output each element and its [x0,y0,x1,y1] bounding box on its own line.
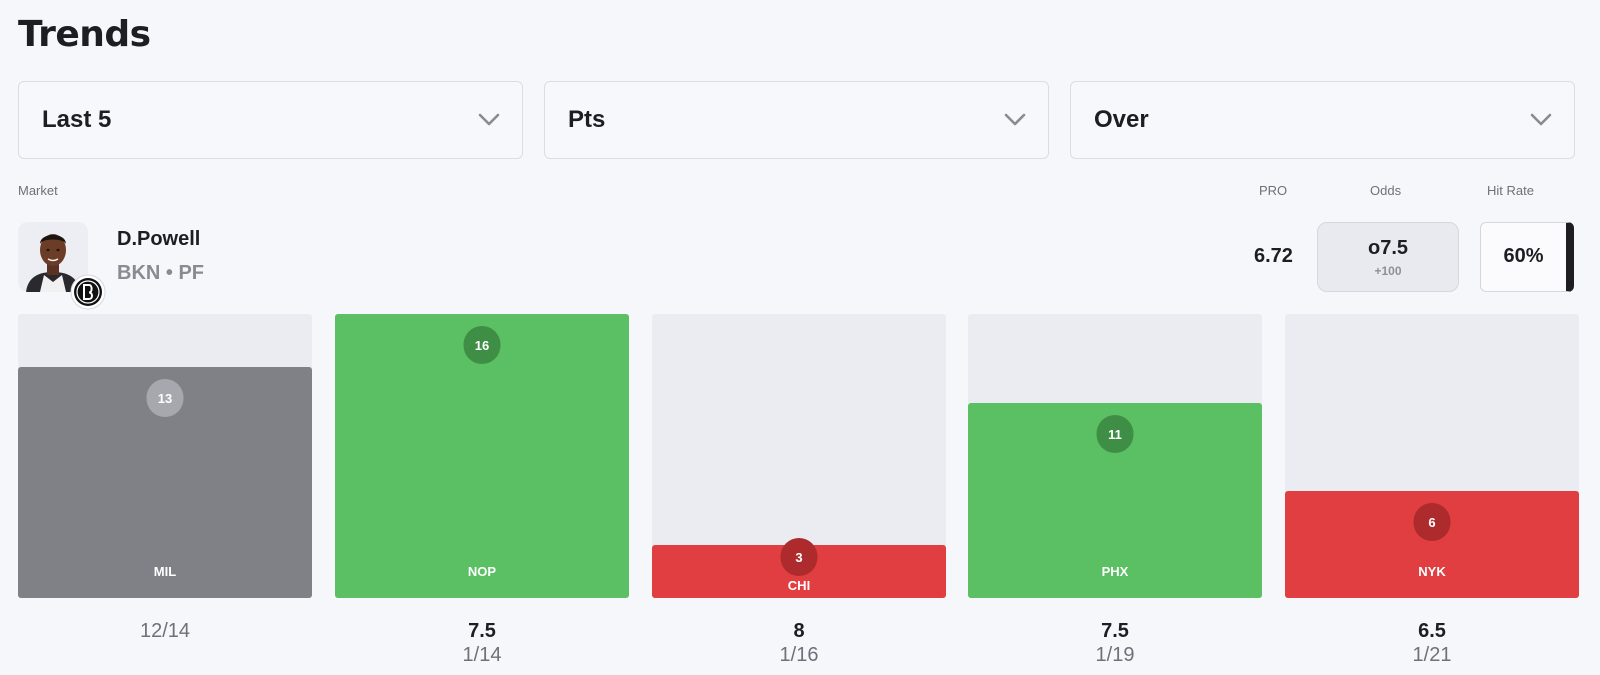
player-name[interactable]: D.Powell [117,228,201,250]
odds-price: +100 [1374,264,1402,278]
game-meta: 12/14 [18,620,312,643]
player-team-position: BKN • PF [117,262,205,284]
game-line: 7.5 [468,620,496,642]
game-bar-nyk[interactable]: 6 NYK [1285,314,1579,598]
odds-line: o7.5 [1367,237,1409,259]
stat-dropdown[interactable]: Pts [544,81,1049,159]
player-avatar [18,222,88,292]
chevron-down-icon [1004,113,1026,126]
game-line: 7.5 [1101,620,1129,642]
game-meta: 8 1/16 [652,620,946,667]
chevron-down-icon [1530,113,1552,126]
range-dropdown[interactable]: Last 5 [18,81,523,159]
game-date: 1/16 [779,644,819,666]
side-dropdown-label: Over [1094,106,1149,133]
market-header: Market [18,183,58,198]
pro-value: 6.72 [1254,245,1293,267]
hit-rate-header: Hit Rate [1487,183,1534,198]
bar-value-label: 16 [463,326,501,364]
hit-rate-value: 60% [1480,222,1574,292]
game-date: 1/21 [1412,644,1452,666]
game-date: 12/14 [139,620,191,642]
nets-logo-icon [70,274,106,310]
game-date: 1/19 [1095,644,1135,666]
chevron-down-icon [478,113,500,126]
odds-button[interactable]: o7.5 +100 [1317,222,1459,292]
game-bar-chi[interactable]: 3 CHI [652,314,946,598]
page-title: Trends [18,14,151,55]
opponent-label: MIL [153,564,177,579]
game-line: 6.5 [1418,620,1446,642]
odds-header: Odds [1370,183,1402,198]
game-meta: 7.5 1/14 [335,620,629,667]
player-headshot-icon [26,234,80,292]
opponent-label: PHX [1101,564,1129,579]
side-dropdown[interactable]: Over [1070,81,1575,159]
opponent-label: NYK [1418,564,1446,579]
bar-value-label: 13 [146,379,184,417]
game-date: 1/14 [462,644,502,666]
game-bar-phx[interactable]: 11 PHX [968,314,1262,598]
opponent-label: CHI [787,578,811,593]
game-bar-mil[interactable]: 13 MIL [18,314,312,598]
bar-value-label: 11 [1096,415,1134,453]
bar-value-label: 3 [780,538,818,576]
game-meta: 6.5 1/21 [1285,620,1579,667]
bar-value-label: 6 [1413,503,1451,541]
range-dropdown-label: Last 5 [42,106,112,133]
opponent-label: NOP [467,564,497,579]
stat-dropdown-label: Pts [568,106,606,133]
game-line: 8 [793,620,805,642]
pro-header: PRO [1259,183,1288,198]
game-bar-nop[interactable]: 16 NOP [335,314,629,598]
game-meta: 7.5 1/19 [968,620,1262,667]
